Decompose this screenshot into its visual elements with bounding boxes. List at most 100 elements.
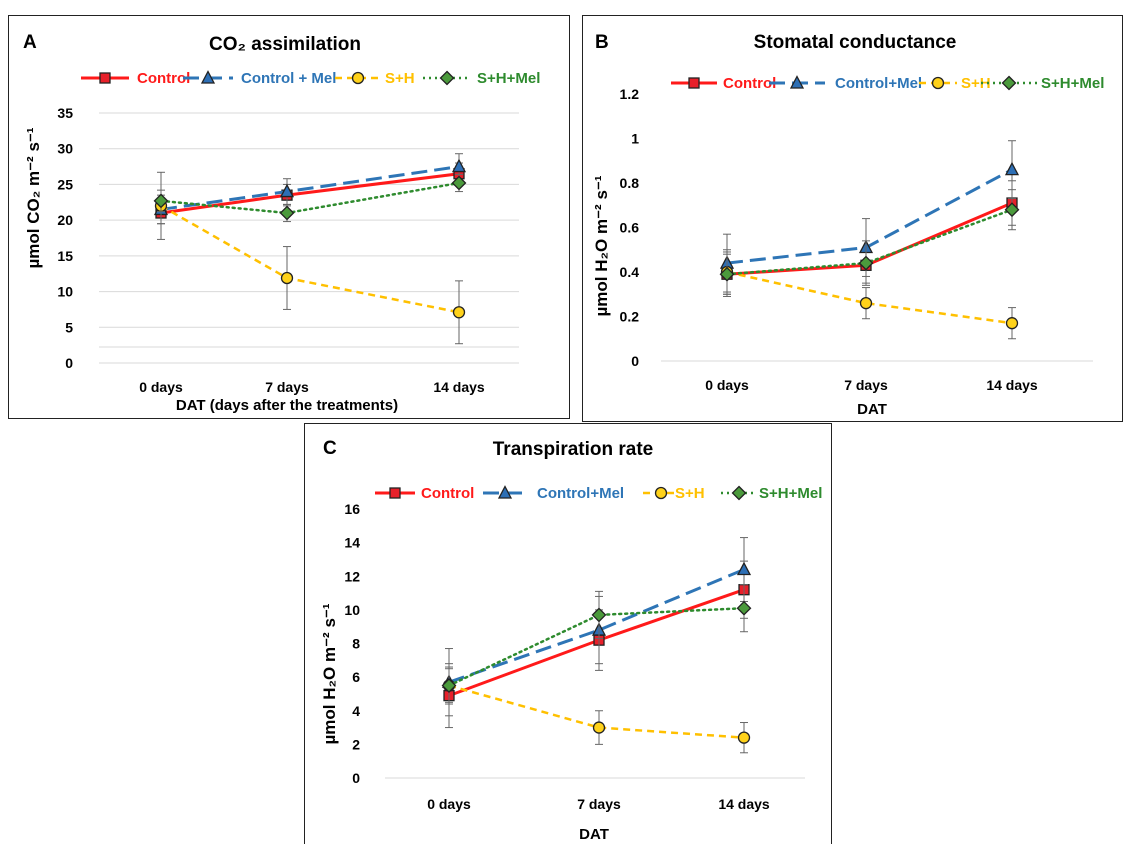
data-point — [719, 266, 735, 282]
series-b — [719, 140, 1020, 340]
y-tick-label: 35 — [57, 105, 73, 121]
y-tick-label: 4 — [352, 703, 360, 719]
series-line — [447, 606, 746, 687]
y-axis-title-b: µmol H₂O m⁻² s⁻¹ — [592, 175, 611, 316]
legend-marker — [931, 76, 945, 90]
series-a-1 — [153, 153, 467, 225]
x-ticks-b: 0 days 7 days 14 days — [705, 377, 1038, 393]
series-line — [160, 165, 460, 211]
data-point — [1005, 317, 1019, 330]
legend-label: S+H+Mel — [1041, 75, 1104, 92]
y-tick-label: 0.6 — [620, 220, 640, 236]
legend-marker — [731, 485, 747, 501]
series-b-0 — [721, 180, 1018, 295]
series-line — [160, 172, 460, 215]
y-tick-label: 1 — [631, 131, 639, 147]
x-tick-label: 0 days — [705, 377, 749, 393]
chart-title-a: CO₂ assimilation — [209, 34, 361, 55]
panel-c: C Transpiration rate Control Control+Mel S… — [304, 423, 832, 844]
data-point — [1004, 161, 1020, 176]
data-point — [279, 205, 295, 221]
legend-marker — [497, 485, 513, 499]
panel-label-b: B — [595, 32, 609, 53]
legend-label: S+H — [675, 485, 705, 502]
data-point — [859, 296, 873, 310]
y-tick-label: 0 — [631, 353, 639, 369]
legend-marker — [351, 71, 365, 85]
y-tick-label: 2 — [352, 736, 360, 752]
chart-c-svg: C Transpiration rate Control Control+Mel S… — [320, 438, 822, 843]
legend-label: S+H+Mel — [759, 485, 822, 502]
legend-marker — [789, 75, 805, 89]
legend-marker — [389, 487, 401, 499]
x-tick-label: 7 days — [265, 379, 309, 395]
y-tick-label: 10 — [57, 284, 73, 300]
x-tick-label: 7 days — [577, 796, 621, 812]
y-tick-label: 14 — [344, 535, 360, 551]
data-point — [279, 183, 295, 198]
y-tick-label: 5 — [65, 319, 73, 335]
y-ticks-c: 0 2 4 6 8 10 12 14 16 — [344, 501, 360, 786]
legend-marker — [99, 72, 111, 84]
series-line — [726, 270, 1013, 325]
panel-label-a: A — [23, 32, 37, 53]
x-tick-label: 0 days — [139, 379, 183, 395]
series-line — [448, 568, 745, 684]
legend-label: Control — [421, 485, 474, 502]
legend-label: S+H — [961, 75, 991, 92]
y-ticks-a: 0 5 10 15 20 25 30 35 — [57, 105, 73, 371]
y-tick-label: 0 — [352, 770, 360, 786]
data-point — [736, 600, 752, 616]
panel-label-c: C — [323, 438, 337, 459]
x-axis-title-b: DAT — [857, 401, 887, 418]
chart-title-b: Stomatal conductance — [754, 32, 957, 53]
y-ticks-b: 0 0.2 0.4 0.6 0.8 1 1.2 — [620, 86, 640, 369]
legend-label: S+H+Mel — [477, 70, 540, 87]
y-tick-label: 1.2 — [620, 86, 640, 102]
data-point — [441, 678, 457, 693]
legend-marker — [1001, 75, 1017, 91]
series-c-1 — [441, 537, 752, 717]
data-point — [451, 158, 467, 173]
y-tick-label: 0 — [65, 355, 73, 371]
series-b-3 — [719, 189, 1020, 297]
chart-b-svg: B Stomatal conductance Control Control+Me… — [592, 32, 1104, 418]
x-tick-label: 14 days — [718, 796, 770, 812]
grid-a — [99, 112, 519, 364]
legend-c: Control Control+Mel S+H S+H+Mel — [375, 485, 822, 502]
legend-marker — [654, 486, 668, 500]
legend-b: Control Control+Mel S+H S+H+Mel — [671, 75, 1104, 92]
x-ticks-a: 0 days 7 days 14 days — [139, 379, 485, 395]
y-tick-label: 8 — [352, 636, 360, 652]
x-tick-label: 0 days — [427, 796, 471, 812]
y-tick-label: 10 — [344, 602, 360, 618]
data-point — [452, 306, 466, 319]
x-tick-label: 14 days — [433, 379, 485, 395]
legend-a: Control Control + Mel S+H S+H+Mel — [81, 70, 540, 87]
panel-a: A CO₂ assimilation Control Control + Mel S… — [8, 15, 570, 419]
x-tick-label: 14 days — [986, 377, 1038, 393]
x-ticks-c: 0 days 7 days 14 days — [427, 796, 770, 812]
series-c-3 — [441, 584, 752, 705]
data-point — [592, 721, 606, 734]
series-c-0 — [443, 560, 750, 729]
legend-label: Control — [137, 70, 190, 87]
y-tick-label: 0.4 — [620, 264, 640, 280]
series-a-3 — [153, 173, 467, 223]
chart-a-svg: A CO₂ assimilation Control Control + Mel S… — [23, 32, 540, 414]
series-a-2 — [154, 171, 466, 345]
x-axis-title-c: DAT — [579, 826, 609, 843]
legend-marker — [439, 70, 455, 86]
legend-label: Control — [723, 75, 776, 92]
data-point — [591, 607, 607, 623]
data-point — [280, 271, 294, 285]
data-point — [737, 731, 751, 744]
chart-title-c: Transpiration rate — [493, 439, 654, 460]
legend-label: Control+Mel — [537, 485, 624, 502]
y-tick-label: 6 — [352, 669, 360, 685]
y-tick-label: 12 — [344, 568, 360, 584]
series-c — [441, 537, 752, 754]
data-point — [736, 561, 752, 576]
y-axis-title-c: µmol H₂O m⁻² s⁻¹ — [320, 603, 339, 744]
legend-marker — [200, 70, 216, 84]
